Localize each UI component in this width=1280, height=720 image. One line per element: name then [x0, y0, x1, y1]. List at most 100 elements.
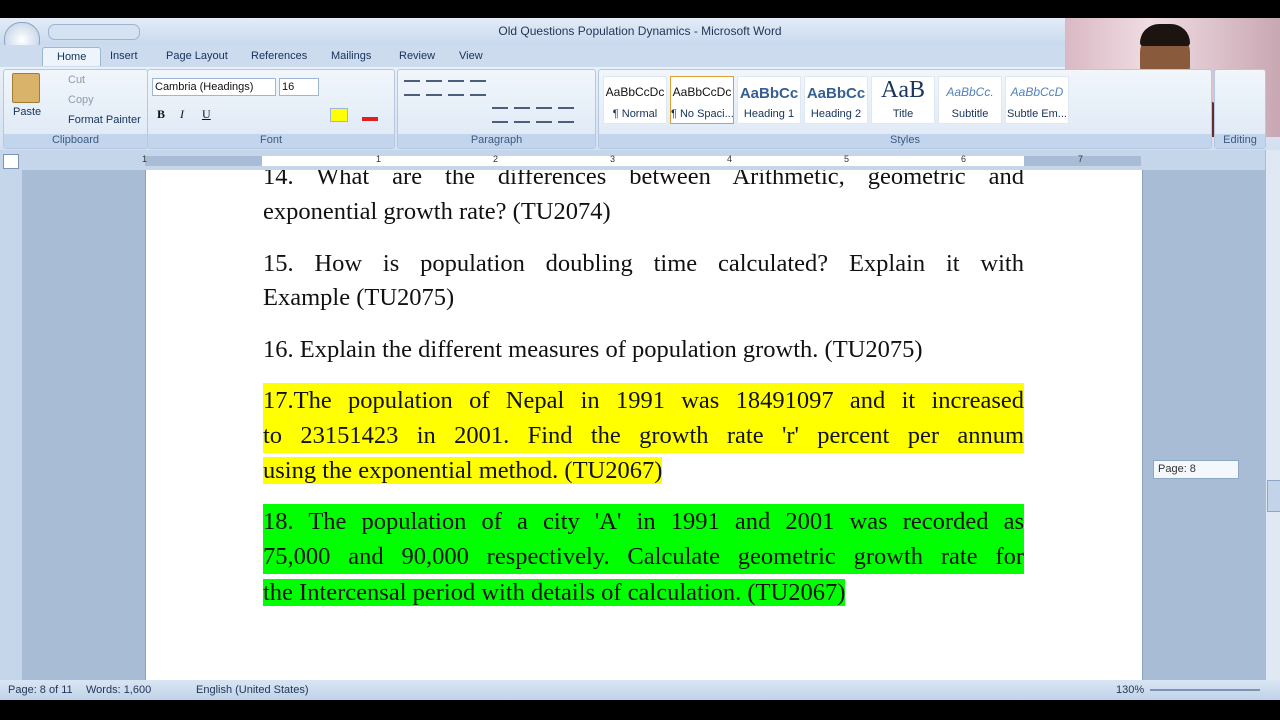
ribbon-tab[interactable]: Review [399, 50, 436, 62]
ruler-number: 7 [1078, 154, 1084, 164]
highlighted-text: using the exponential method. (TU2067) [263, 457, 663, 484]
ruler-number: 6 [961, 154, 967, 164]
style-name: Subtle Em... [1007, 108, 1067, 120]
tab-selector[interactable] [3, 154, 19, 169]
bottom-bar [0, 700, 1280, 720]
paragraph-button[interactable] [558, 107, 574, 123]
paragraph-button[interactable] [448, 80, 464, 96]
paragraph-button[interactable] [492, 107, 508, 123]
window-title: Old Questions Population Dynamics - Micr… [498, 24, 782, 38]
document-line: exponential growth rate? (TU2074) [263, 198, 611, 225]
zoom-slider[interactable] [1150, 689, 1260, 691]
style-preview: AaBbCc. [946, 85, 994, 99]
paragraph-button[interactable] [514, 107, 530, 123]
top-bar [0, 0, 1280, 18]
status-bar: Page: 8 of 11 Words: 1,600 English (Unit… [0, 680, 1280, 700]
document-line: 17.The population of Nepal in 1991 was 1… [263, 383, 1024, 418]
document-line: 16. Explain the different measures of po… [263, 336, 923, 363]
ruler-number: 3 [610, 154, 616, 164]
style-name: Heading 2 [810, 108, 862, 120]
status-page[interactable]: Page: 8 of 11 [8, 684, 73, 696]
ribbon-group: Paragraph [397, 69, 596, 149]
tab-bar [0, 45, 1280, 67]
highlighted-text: the Intercensal period with details of c… [263, 579, 846, 606]
style-name: Heading 1 [743, 108, 795, 120]
ruler-bar: 1 1 2 3 4 5 6 7 [0, 150, 1280, 170]
style-name: ¶ No Spaci... [671, 108, 734, 120]
style-item[interactable]: AaBbCc. Subtitle [938, 76, 1002, 124]
style-item[interactable]: AaBbCcDc ¶ Normal [603, 76, 667, 124]
font-color-button[interactable] [362, 117, 378, 121]
document-line: 18. The population of a city 'A' in 1991… [263, 504, 1024, 539]
style-preview: AaBbCcDc [672, 85, 732, 99]
ribbon-tab[interactable]: Mailings [331, 50, 372, 62]
paragraph-button[interactable] [426, 80, 442, 96]
paragraph-button[interactable] [404, 80, 420, 96]
cut-button[interactable]: Cut [68, 74, 86, 86]
style-item[interactable]: AaB Title [871, 76, 935, 124]
font-name-box[interactable]: Cambria (Headings) [152, 78, 276, 96]
group-label: Paragraph [398, 134, 595, 148]
group-label: Font [148, 134, 394, 148]
paste-button[interactable]: Paste [13, 106, 42, 118]
style-name: Title [892, 108, 914, 120]
document-line: the Intercensal period with details of c… [263, 575, 1024, 610]
style-item[interactable]: AaBbCc Heading 1 [737, 76, 801, 124]
paste-icon[interactable] [12, 73, 40, 103]
webcam-hair [1140, 24, 1190, 46]
document-line: 15. How is population doubling time calc… [263, 250, 1024, 277]
style-item[interactable]: AaBbCcDc ¶ No Spaci... [670, 76, 734, 124]
ribbon-tab[interactable]: Home [42, 47, 102, 66]
style-preview: AaBbCcD [1010, 85, 1064, 99]
status-zoom[interactable]: 130% [1116, 684, 1145, 696]
style-name: Subtitle [951, 108, 989, 120]
vertical-ruler [0, 170, 22, 680]
group-label: Styles [599, 134, 1211, 148]
style-item[interactable]: AaBbCc Heading 2 [804, 76, 868, 124]
highlight-button[interactable] [330, 108, 348, 122]
ribbon-group: Font [147, 69, 395, 149]
group-label: Clipboard [4, 134, 147, 148]
document-line: to 23151423 in 2001. Find the growth rat… [263, 418, 1024, 453]
style-preview: AaB [881, 77, 925, 103]
document-line: Example (TU2075) [263, 284, 455, 311]
underline-button[interactable]: U [202, 107, 211, 121]
document-line: 75,000 and 90,000 respectively. Calculat… [263, 539, 1024, 574]
scrollbar[interactable] [1265, 150, 1280, 680]
style-preview: AaBbCcDc [605, 85, 665, 99]
document-line: using the exponential method. (TU2067) [263, 453, 1024, 488]
ruler-number: 2 [493, 154, 499, 164]
ruler-margin [145, 156, 262, 166]
copy-button[interactable]: Copy [68, 94, 94, 106]
ribbon-group: Editing [1214, 69, 1266, 149]
status-language[interactable]: English (United States) [196, 684, 309, 696]
style-name: ¶ Normal [612, 108, 658, 120]
bold-button[interactable]: B [157, 107, 166, 121]
ruler-number: 4 [727, 154, 733, 164]
format-painter-button[interactable]: Format Painter [68, 114, 141, 126]
ruler-number: 1 [376, 154, 382, 164]
page: 14. What are the differences between Ari… [145, 170, 1143, 680]
ruler: 1 1 2 3 4 5 6 7 [142, 154, 1141, 166]
font-size-box[interactable]: 16 [279, 78, 319, 96]
ruler-number: 5 [844, 154, 850, 164]
status-words[interactable]: Words: 1,600 [86, 684, 152, 696]
ruler-margin [1024, 156, 1141, 166]
ribbon-tab[interactable]: Insert [110, 50, 138, 62]
document-line: 14. What are the differences between Ari… [263, 170, 1024, 190]
page-tooltip: Page: 8 [1153, 460, 1239, 479]
scroll-thumb[interactable] [1267, 480, 1280, 512]
italic-button[interactable]: I [180, 107, 184, 121]
paragraph-button[interactable] [470, 80, 486, 96]
style-preview: AaBbCc [739, 85, 799, 102]
ribbon-tab[interactable]: References [251, 50, 308, 62]
style-preview: AaBbCc [806, 85, 866, 102]
ribbon-tab[interactable]: View [459, 50, 483, 62]
paragraph-button[interactable] [536, 107, 552, 123]
style-item[interactable]: AaBbCcD Subtle Em... [1005, 76, 1069, 124]
ribbon-tab[interactable]: Page Layout [166, 50, 228, 62]
ruler-number: 1 [142, 154, 148, 164]
quick-access-toolbar[interactable] [48, 24, 140, 40]
group-label: Editing [1215, 134, 1265, 148]
